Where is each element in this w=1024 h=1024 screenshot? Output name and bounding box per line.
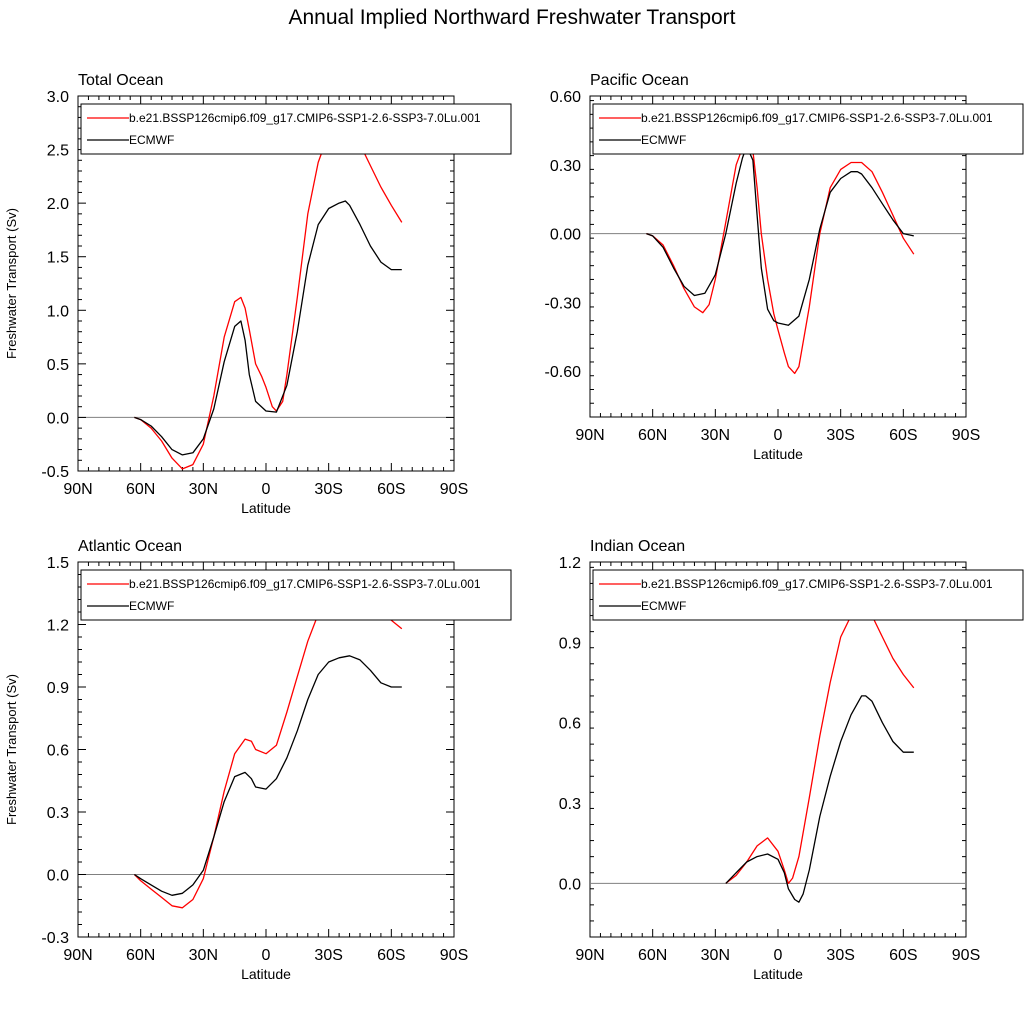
y-tick-label: 0.3	[47, 805, 69, 822]
legend-ecmwf-label: ECMWF	[641, 599, 686, 613]
legend-ecmwf-label: ECMWF	[641, 133, 686, 147]
x-tick-label: 0	[774, 947, 783, 964]
x-tick-label: 90S	[952, 427, 980, 444]
x-tick-label: 0	[774, 427, 783, 444]
x-tick-label: 60N	[126, 947, 155, 964]
x-tick-label: 0	[262, 481, 271, 498]
x-tick-label: 30S	[826, 947, 854, 964]
legend: b.e21.BSSP126cmip6.f09_g17.CMIP6-SSP1-2.…	[80, 103, 512, 155]
panel-title: Total Ocean	[78, 72, 163, 89]
x-tick-label: 60S	[377, 947, 405, 964]
ecmwf-series-line	[646, 145, 914, 326]
y-tick-label: -0.60	[545, 364, 582, 381]
figure-title: Annual Implied Northward Freshwater Tran…	[288, 6, 736, 29]
legend-model-label: b.e21.BSSP126cmip6.f09_g17.CMIP6-SSP1-2.…	[129, 577, 481, 591]
y-tick-label: 2.5	[47, 143, 69, 160]
panel-indian-ocean: 90N 60N 30N 0 30S 60S 90S 0.0 0.3 0.6 0.9 1.2 Indian…	[559, 538, 1024, 982]
x-axis-label: Latitude	[241, 500, 291, 516]
y-tick-label: 0.6	[47, 743, 69, 760]
legend-box	[80, 569, 512, 621]
y-tick-label: 1.0	[47, 303, 69, 320]
x-axis-label: Latitude	[753, 446, 803, 462]
model-series-line	[133, 580, 403, 909]
x-tick-label: 90S	[440, 947, 468, 964]
x-tick-label: 30S	[314, 947, 342, 964]
x-tick-label: 90N	[63, 947, 92, 964]
ecmwf-series-line	[725, 695, 914, 903]
x-tick-label: 60S	[889, 427, 917, 444]
y-tick-label: 0.9	[47, 680, 69, 697]
y-tick-label: 0.9	[559, 635, 581, 652]
y-tick-label: 0.30	[550, 158, 581, 175]
legend-model-label: b.e21.BSSP126cmip6.f09_g17.CMIP6-SSP1-2.…	[129, 111, 481, 125]
y-tick-label: 0.0	[47, 868, 69, 885]
y-tick-label: 0.0	[47, 410, 69, 427]
ecmwf-series-line	[134, 655, 402, 896]
x-axis-label: Latitude	[753, 966, 803, 982]
y-tick-label: 1.5	[47, 250, 69, 267]
legend-box	[80, 103, 512, 155]
y-tick-label: 0.0	[559, 876, 581, 893]
x-tick-label: 30S	[314, 481, 342, 498]
x-tick-label: 30N	[189, 947, 218, 964]
x-tick-label: 60N	[638, 947, 667, 964]
y-tick-label: 1.2	[559, 555, 581, 572]
x-tick-label: 90N	[575, 427, 604, 444]
y-tick-label: 3.0	[47, 89, 69, 106]
legend-ecmwf-label: ECMWF	[129, 133, 174, 147]
x-tick-label: 30S	[826, 427, 854, 444]
x-tick-label: 60N	[638, 427, 667, 444]
y-tick-label: 0.5	[47, 357, 69, 374]
y-tick-label: -0.5	[41, 464, 69, 481]
y-axis-label: Freshwater Transport (Sv)	[4, 674, 19, 825]
x-tick-label: 30N	[701, 427, 730, 444]
legend-model-label: b.e21.BSSP126cmip6.f09_g17.CMIP6-SSP1-2.…	[641, 111, 993, 125]
legend: b.e21.BSSP126cmip6.f09_g17.CMIP6-SSP1-2.…	[592, 103, 1024, 155]
panel-total-ocean: 90N 60N 30N 0 30S 60S 90S -0.5 0.0 0.5 1.0 1.5 2.0 2.…	[4, 72, 512, 516]
y-tick-label: 1.5	[47, 555, 69, 572]
legend-box	[592, 103, 1024, 155]
x-tick-label: 90S	[440, 481, 468, 498]
panel-title: Indian Ocean	[590, 538, 685, 555]
y-axis-label: Freshwater Transport (Sv)	[4, 208, 19, 359]
y-tick-label: 0.60	[550, 89, 581, 106]
panel-title: Atlantic Ocean	[78, 538, 182, 555]
x-tick-label: 90N	[575, 947, 604, 964]
legend-model-label: b.e21.BSSP126cmip6.f09_g17.CMIP6-SSP1-2.…	[641, 577, 993, 591]
model-series-line	[646, 138, 915, 375]
x-tick-label: 90N	[63, 481, 92, 498]
y-tick-label: 1.2	[47, 618, 69, 635]
x-tick-label: 90S	[952, 947, 980, 964]
y-tick-label: 0.3	[559, 796, 581, 813]
x-tick-label: 60S	[889, 947, 917, 964]
legend-box	[592, 569, 1024, 621]
x-tick-label: 60S	[377, 481, 405, 498]
ecmwf-series-line	[134, 200, 402, 456]
legend-ecmwf-label: ECMWF	[129, 599, 174, 613]
panel-pacific-ocean: 90N 60N 30N 0 30S 60S 90S -0.60 -0.30 0.00 0.30 0.6…	[545, 72, 1024, 462]
x-axis-label: Latitude	[241, 966, 291, 982]
x-tick-label: 30N	[189, 481, 218, 498]
model-series-line	[725, 606, 915, 885]
panel-title: Pacific Ocean	[590, 72, 689, 89]
y-tick-label: 0.6	[559, 716, 581, 733]
panel-atlantic-ocean: 90N 60N 30N 0 30S 60S 90S -0.3 0.0 0.3 0.6 0.9 1.2 1.…	[4, 538, 512, 982]
y-tick-label: -0.3	[41, 930, 69, 947]
x-tick-label: 0	[262, 947, 271, 964]
y-tick-label: -0.30	[545, 295, 582, 312]
x-tick-label: 30N	[701, 947, 730, 964]
legend: b.e21.BSSP126cmip6.f09_g17.CMIP6-SSP1-2.…	[80, 569, 512, 621]
x-tick-label: 60N	[126, 481, 155, 498]
y-tick-label: 0.00	[550, 227, 581, 244]
legend: b.e21.BSSP126cmip6.f09_g17.CMIP6-SSP1-2.…	[592, 569, 1024, 621]
y-tick-label: 2.0	[47, 196, 69, 213]
